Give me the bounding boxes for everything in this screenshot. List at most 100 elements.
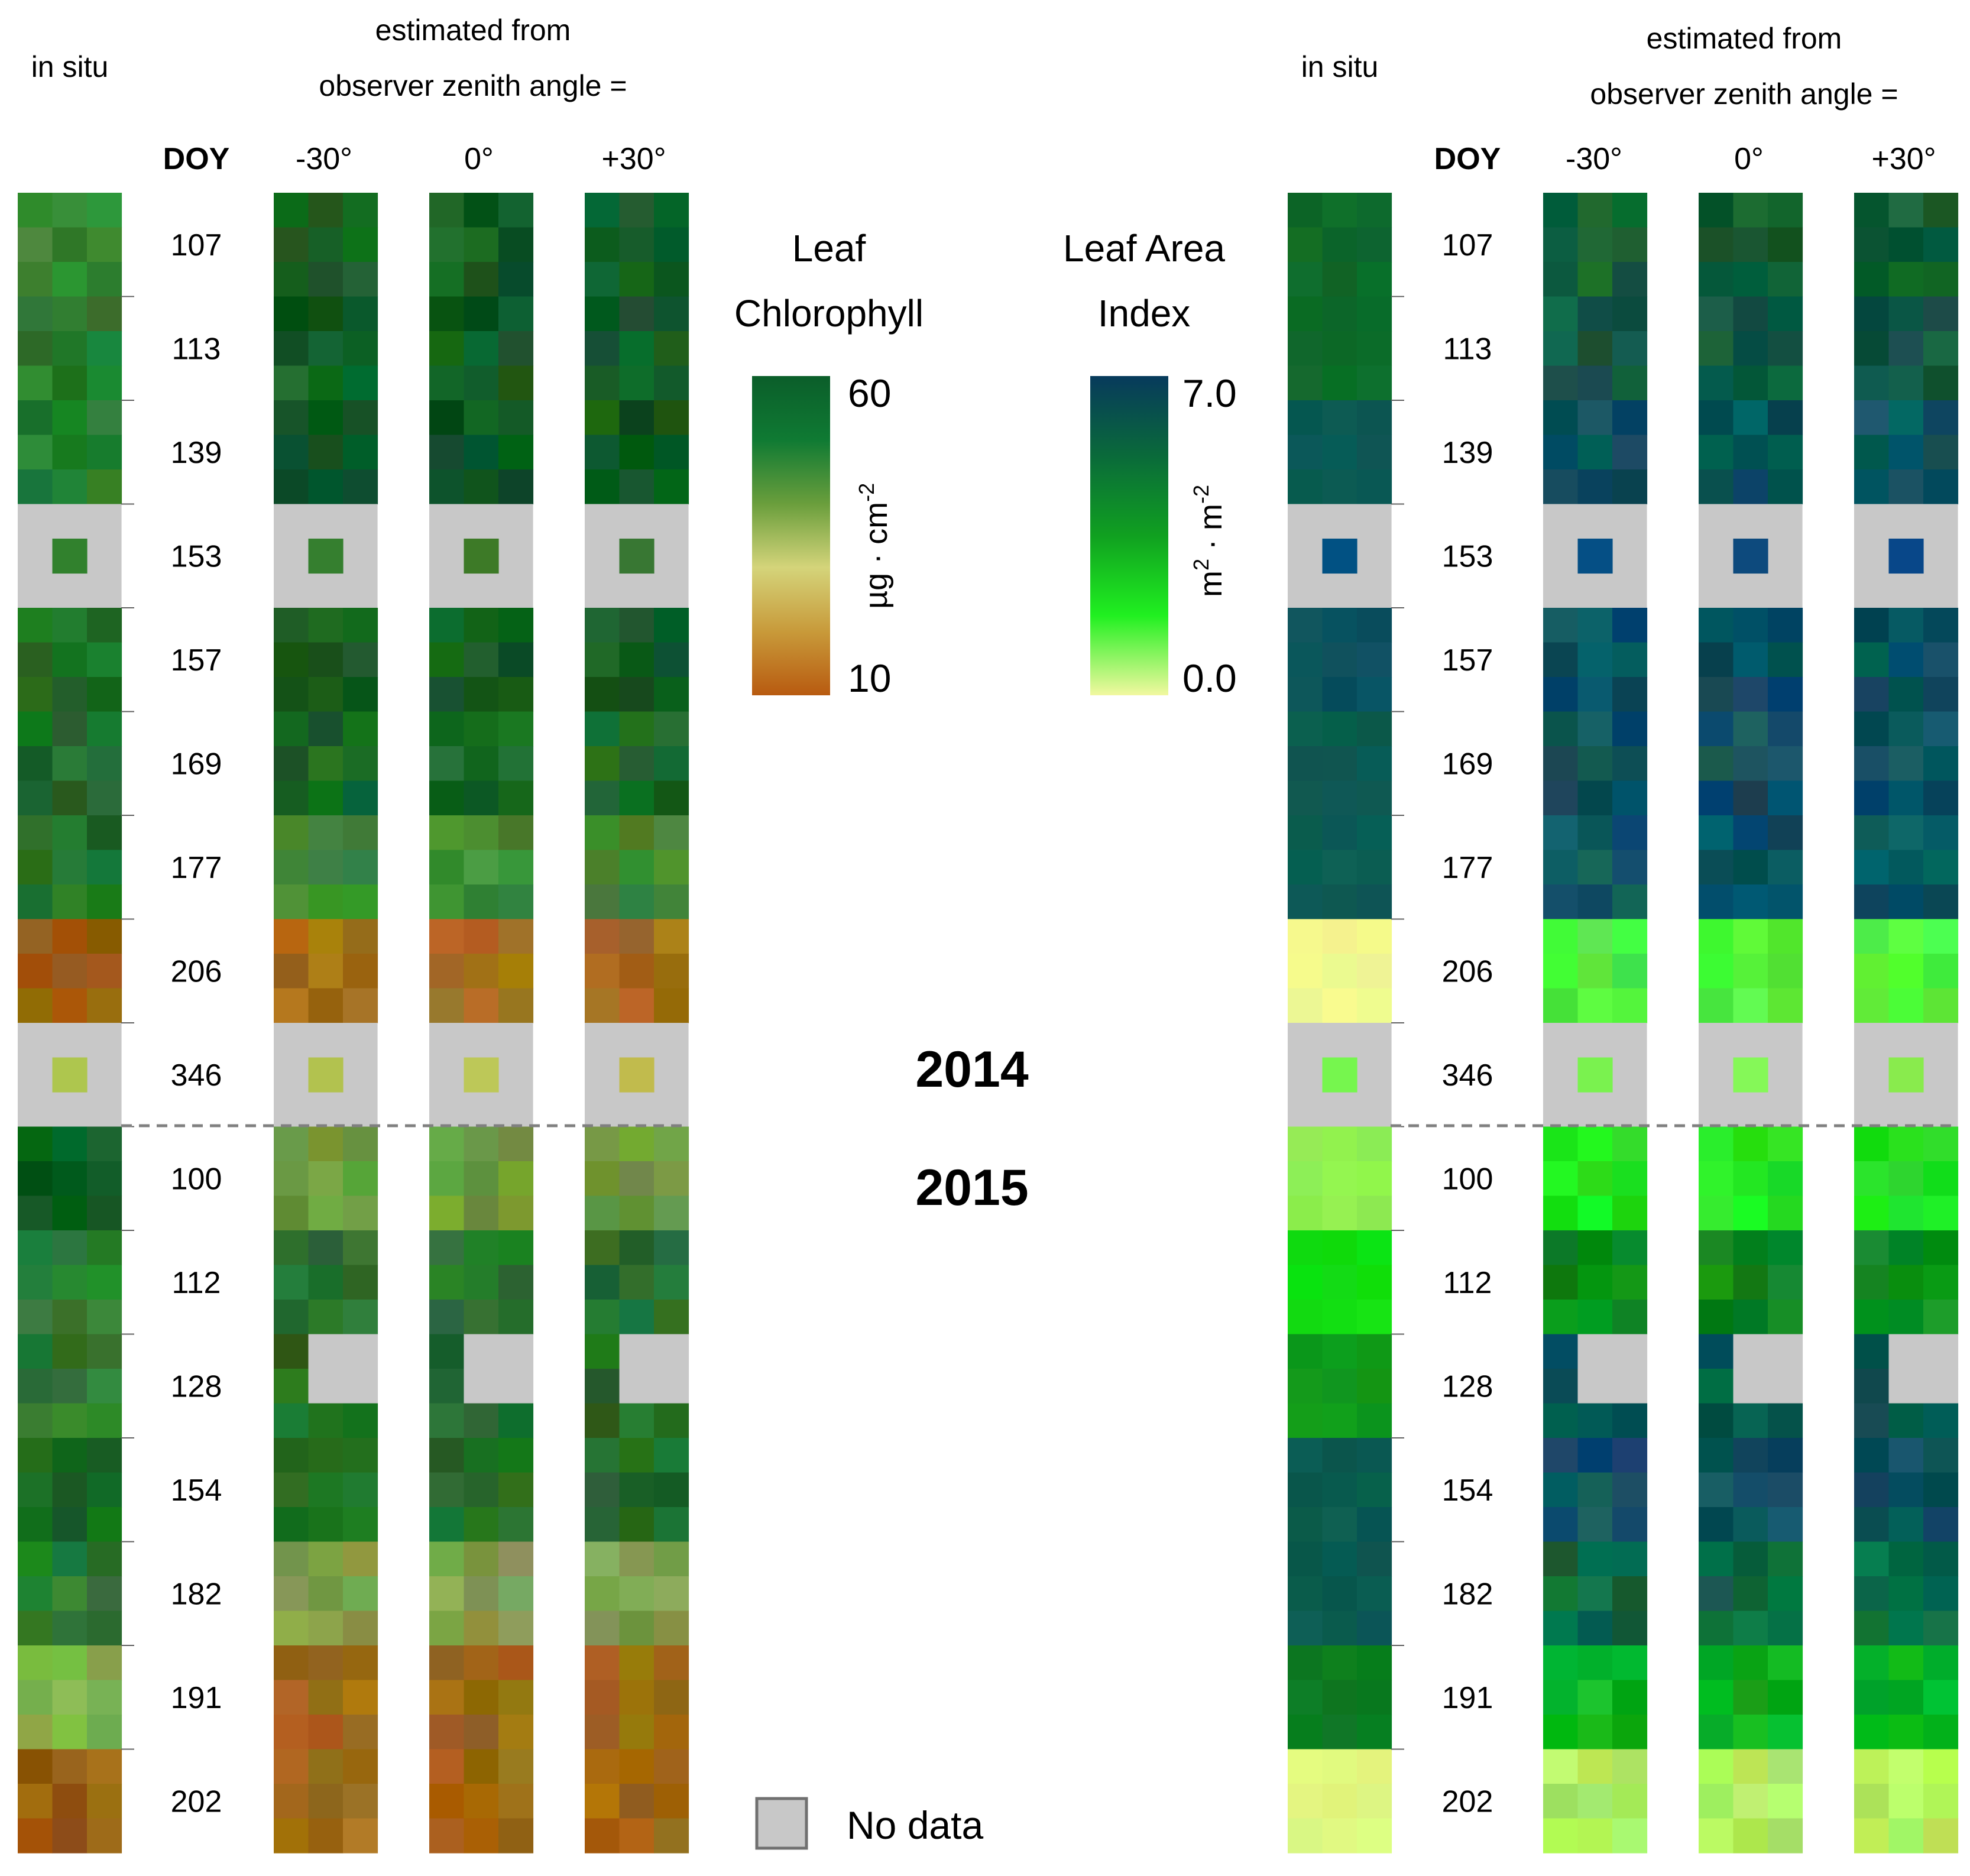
pixel-cell [274, 435, 309, 470]
pixel-cell [308, 1161, 344, 1197]
pixel-cell [1577, 608, 1613, 643]
pixel-cell [429, 1265, 465, 1300]
pixel-cell [654, 296, 689, 332]
pixel-cell [1888, 1680, 1924, 1715]
pixel-cell [1543, 1265, 1579, 1300]
pixel-cell [87, 1576, 122, 1612]
pixel-cell [1923, 988, 1959, 1023]
pixel-cell [585, 1472, 620, 1508]
pixel-cell [498, 1541, 534, 1577]
pixel-cell [87, 1195, 122, 1231]
pixel-cell [1357, 642, 1392, 678]
pixel-cell [619, 469, 654, 505]
pixel-cell [429, 1611, 465, 1646]
pixel-cell [1322, 1749, 1357, 1784]
pixel-cell [1768, 331, 1803, 367]
pixel-cell [1888, 1749, 1924, 1784]
pixel-cell [429, 988, 465, 1023]
pixel-cell [498, 954, 534, 989]
pixel-cell [619, 1576, 654, 1612]
pixel-cell [1733, 227, 1768, 263]
pixel-cell [52, 435, 88, 470]
pixel-cell [1888, 1126, 1924, 1162]
pixel-cell [1612, 1715, 1648, 1750]
pixel-cell [429, 1334, 465, 1369]
pixel-cell [619, 1472, 654, 1508]
pixel-cell [52, 1230, 88, 1266]
pixel-cell [1888, 884, 1924, 920]
lai-unit-exp2: -2 [1189, 485, 1213, 504]
pixel-cell [1854, 1611, 1890, 1646]
pixel-cell [498, 1680, 534, 1715]
pixel-cell [18, 331, 53, 367]
pixel-cell [1288, 1507, 1323, 1543]
pixel-cell [429, 1126, 465, 1162]
pixel-cell [429, 919, 465, 954]
pixel-cell [464, 1300, 499, 1335]
pixel-cell [1699, 435, 1734, 470]
pixel-cell [1888, 850, 1924, 885]
pixel-cell [1854, 1161, 1890, 1197]
pixel-cell [1357, 884, 1392, 920]
pixel-cell [87, 815, 122, 851]
pixel-cell [1699, 1230, 1734, 1266]
pixel-cell [274, 1715, 309, 1750]
pixel-cell [1733, 1334, 1768, 1369]
pixel-cell [1357, 1230, 1392, 1266]
chlorophyll-legend-unit: µg · cm-2 [854, 483, 894, 609]
pixel-cell [343, 365, 378, 401]
pixel-cell [274, 262, 309, 297]
pixel-cell [274, 1784, 309, 1819]
pixel-cell [1733, 1126, 1768, 1162]
pixel-cell [1888, 1161, 1924, 1197]
pixel-cell [585, 1541, 620, 1577]
year-label-2015: 2015 [915, 1159, 1028, 1216]
pixel-cell [1357, 331, 1392, 367]
pixel-cell [1923, 1403, 1959, 1438]
pixel-cell [308, 642, 344, 678]
pixel-cell [619, 1784, 654, 1819]
doy-label: 100 [1442, 1162, 1493, 1196]
pixel-cell [464, 365, 499, 401]
pixel-cell [464, 1749, 499, 1784]
pixel-cell [274, 988, 309, 1023]
chlorophyll-legend: Leaf Chlorophyll 60 10 µg · cm-2 [734, 227, 924, 700]
pixel-cell [619, 884, 654, 920]
pixel-cell [1854, 815, 1890, 851]
pixel-cell [343, 1507, 378, 1543]
pixel-cell [274, 331, 309, 367]
pixel-cell [308, 919, 344, 954]
pixel-cell [343, 227, 378, 263]
pixel-cell [619, 1334, 654, 1369]
pixel-cell [654, 1126, 689, 1162]
pixel-cell [619, 815, 654, 851]
pixel-cell [1699, 331, 1734, 367]
estimated-header-right-line1: estimated from [1647, 22, 1842, 55]
pixel-cell [87, 1369, 122, 1404]
pixel-cell [1357, 469, 1392, 505]
pixel-cell [308, 850, 344, 885]
pixel-cell [464, 677, 499, 712]
pixel-cell [1733, 815, 1768, 851]
pixel-cell [18, 815, 53, 851]
pixel-cell [1322, 711, 1357, 747]
pixel-cell [52, 1507, 88, 1543]
pixel-cell [1612, 1611, 1648, 1646]
pixel-cell [1612, 1576, 1648, 1612]
pixel-cell [585, 1369, 620, 1404]
pixel-cell [1288, 1126, 1323, 1162]
pixel-cell [429, 642, 465, 678]
pixel-cell [464, 1472, 499, 1508]
pixel-cell [498, 1334, 534, 1369]
pixel-cell [52, 1057, 88, 1093]
pixel-cell [1923, 850, 1959, 885]
pixel-cell [464, 850, 499, 885]
pixel-cell [619, 1369, 654, 1404]
pixel-cell [429, 780, 465, 816]
pixel-cell [619, 296, 654, 332]
pixel-cell [1288, 1680, 1323, 1715]
pixel-cell [1768, 711, 1803, 747]
pixel-cell [1288, 435, 1323, 470]
pixel-cell [1699, 1784, 1734, 1819]
pixel-cell [464, 331, 499, 367]
